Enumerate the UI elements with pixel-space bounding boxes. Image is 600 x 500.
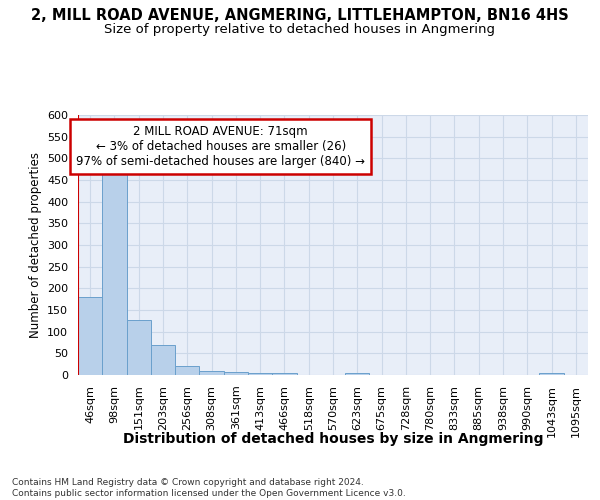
Text: Size of property relative to detached houses in Angmering: Size of property relative to detached ho… [104, 22, 496, 36]
Bar [345, 373, 370, 375]
Y-axis label: Number of detached properties: Number of detached properties [29, 152, 41, 338]
Bar [272, 373, 296, 375]
Text: 2 MILL ROAD AVENUE: 71sqm
← 3% of detached houses are smaller (26)
97% of semi-d: 2 MILL ROAD AVENUE: 71sqm ← 3% of detach… [76, 126, 365, 168]
Text: Contains HM Land Registry data © Crown copyright and database right 2024.
Contai: Contains HM Land Registry data © Crown c… [12, 478, 406, 498]
Bar [539, 373, 564, 375]
Bar [78, 297, 102, 375]
Bar [199, 370, 224, 375]
Text: 2, MILL ROAD AVENUE, ANGMERING, LITTLEHAMPTON, BN16 4HS: 2, MILL ROAD AVENUE, ANGMERING, LITTLEHA… [31, 8, 569, 22]
Bar [102, 172, 127, 375]
Bar [127, 320, 151, 375]
Bar [151, 344, 175, 375]
Bar [175, 366, 199, 375]
Bar [224, 372, 248, 375]
Text: Distribution of detached houses by size in Angmering: Distribution of detached houses by size … [123, 432, 543, 446]
Bar [248, 373, 272, 375]
